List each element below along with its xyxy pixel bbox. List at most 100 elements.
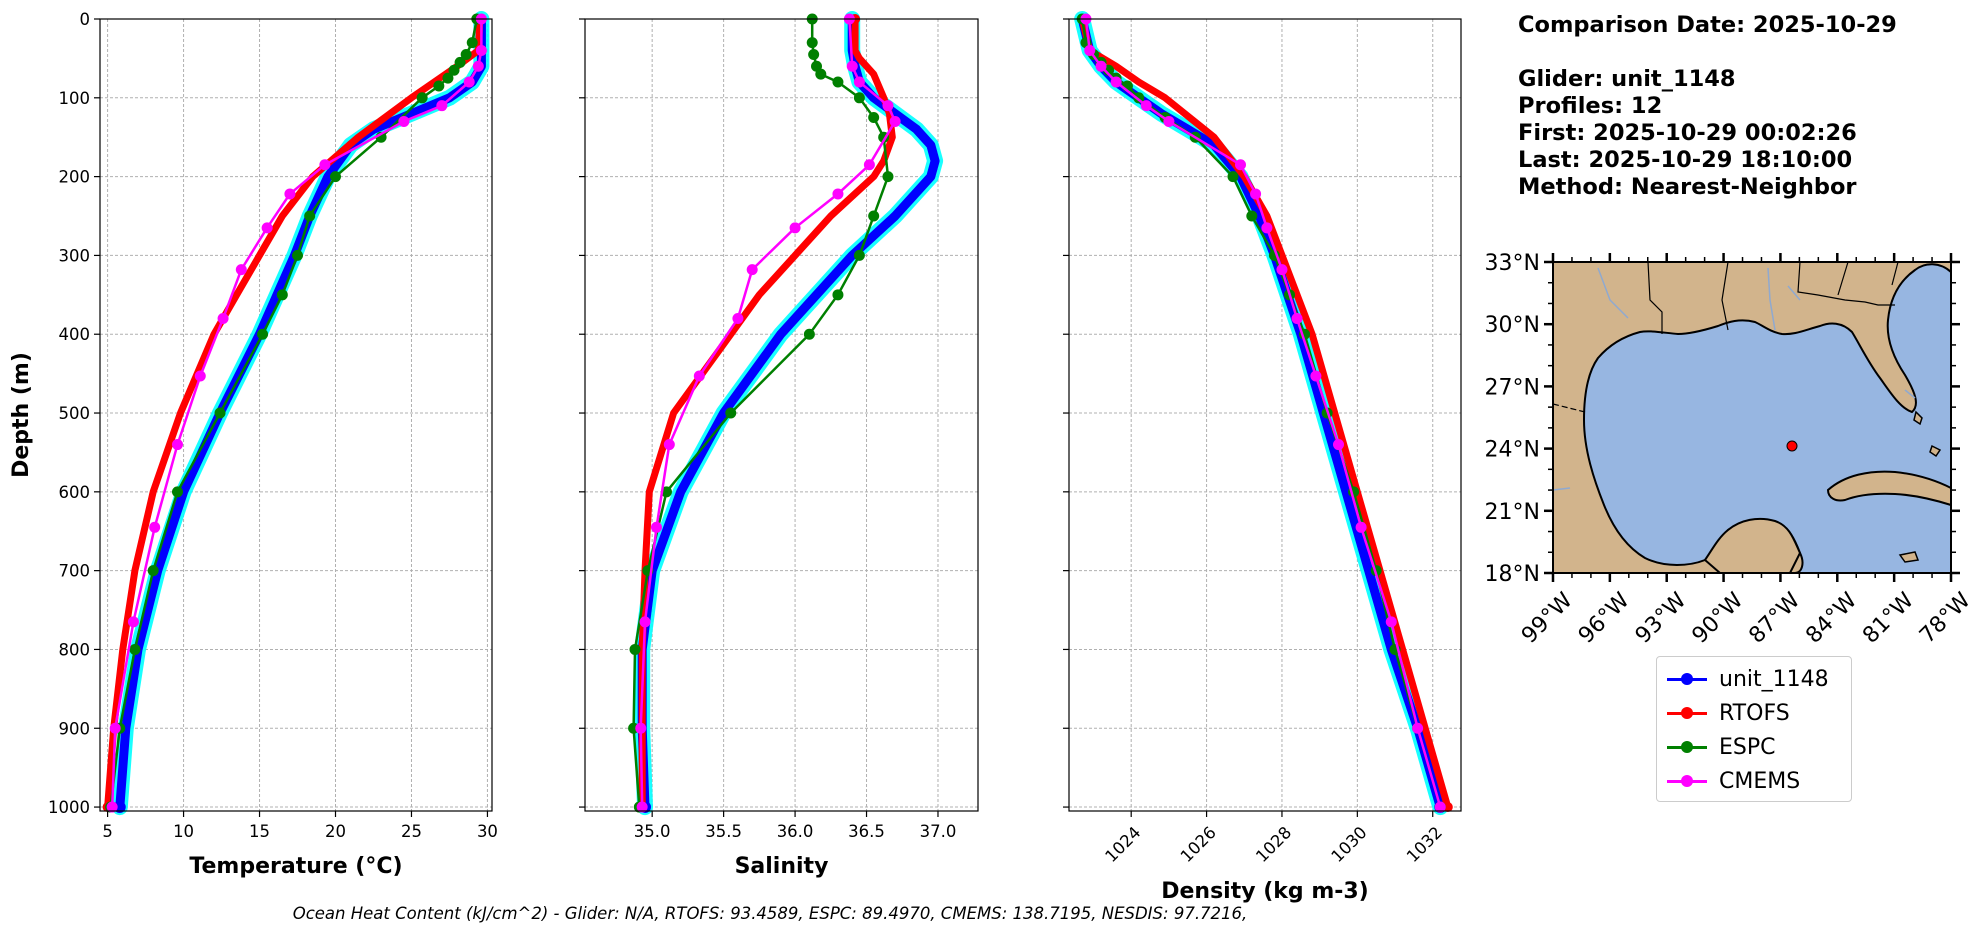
x-axis-label: Density (kg m-3) bbox=[1161, 879, 1369, 904]
y-tick-label: 1000 bbox=[48, 798, 90, 817]
x-tick-label: 25 bbox=[401, 822, 422, 841]
data-point-espc bbox=[466, 37, 478, 49]
data-point-espc bbox=[1227, 171, 1239, 183]
map-lon-label: 96°W bbox=[1574, 588, 1635, 649]
x-tick-label: 36.0 bbox=[777, 822, 814, 841]
data-point-cmems bbox=[127, 616, 139, 628]
data-point-espc bbox=[433, 80, 445, 92]
data-point-cmems bbox=[882, 100, 894, 112]
data-point-cmems bbox=[1310, 370, 1322, 382]
x-tick-label: 1026 bbox=[1177, 823, 1220, 866]
data-point-cmems bbox=[1355, 521, 1367, 533]
series-line-rtofs bbox=[1078, 18, 1452, 809]
data-point-cmems bbox=[832, 188, 844, 200]
legend-item-unit-1148: unit_1148 bbox=[1667, 663, 1829, 695]
legend: unit_1148 RTOFS ESPC CMEMS bbox=[1656, 656, 1852, 802]
y-tick-label: 400 bbox=[59, 325, 91, 344]
data-point-cmems bbox=[106, 801, 118, 813]
data-point-espc bbox=[832, 289, 844, 301]
map-lon-label: 99°W bbox=[1517, 588, 1578, 649]
x-tick-label: 30 bbox=[477, 822, 498, 841]
x-tick-label: 1032 bbox=[1403, 823, 1446, 866]
x-tick-label: 1028 bbox=[1252, 823, 1295, 866]
data-point-cmems bbox=[472, 60, 484, 72]
data-point-espc bbox=[460, 48, 472, 60]
series-line-cmems bbox=[639, 18, 897, 808]
data-point-espc bbox=[214, 407, 226, 419]
y-tick-label: 0 bbox=[80, 10, 91, 29]
y-tick-label: 200 bbox=[59, 168, 91, 187]
map-rivers bbox=[1552, 267, 1916, 491]
x-tick-label: 1030 bbox=[1328, 823, 1371, 866]
legend-label: RTOFS bbox=[1719, 700, 1790, 726]
data-point-espc bbox=[442, 72, 454, 84]
chart-panel-2: 35.0 35.5 36.0 36.5 37.0 Salinity bbox=[579, 11, 979, 879]
data-point-espc bbox=[257, 328, 269, 340]
data-point-cmems bbox=[194, 370, 206, 382]
map-frame bbox=[1552, 261, 1952, 574]
data-point-cmems bbox=[639, 616, 651, 628]
data-point-cmems bbox=[1110, 76, 1122, 88]
location-map: 33°N 30°N 27°N 24°N 21°N 18°N99°W96°W93°W90°W… bbox=[1485, 251, 1976, 649]
data-point-cmems bbox=[171, 439, 183, 451]
map-lat-label: 21°N bbox=[1485, 500, 1540, 525]
data-point-cmems bbox=[1333, 439, 1344, 451]
data-point-rtofs bbox=[1442, 802, 1453, 813]
data-point-espc bbox=[330, 171, 342, 183]
map-lat-label: 24°N bbox=[1485, 438, 1540, 463]
data-point-cmems bbox=[398, 115, 410, 127]
data-point-espc bbox=[416, 92, 428, 104]
data-point-cmems bbox=[863, 159, 875, 171]
data-point-cmems bbox=[889, 115, 901, 127]
profile-count: Profiles: 12 bbox=[1518, 93, 1663, 119]
map-lon-label: 81°W bbox=[1858, 588, 1919, 649]
data-point-espc bbox=[1246, 210, 1258, 222]
data-point-cmems bbox=[1095, 60, 1107, 72]
data-point-cmems bbox=[149, 521, 161, 533]
data-point-cmems bbox=[693, 370, 705, 382]
data-point-espc bbox=[276, 289, 288, 301]
x-tick-label: 10 bbox=[173, 822, 194, 841]
data-point-cmems bbox=[319, 159, 331, 171]
data-point-cmems bbox=[1261, 222, 1273, 234]
data-point-cmems bbox=[1412, 722, 1424, 734]
map-lon-label: 78°W bbox=[1915, 588, 1976, 649]
y-tick-label: 700 bbox=[59, 562, 91, 581]
map-lon-label: 84°W bbox=[1801, 588, 1862, 649]
data-point-espc bbox=[454, 56, 466, 68]
data-point-espc bbox=[868, 112, 880, 124]
data-point-espc bbox=[803, 328, 815, 340]
x-axis-label: Temperature (°C) bbox=[189, 854, 402, 879]
data-point-cmems bbox=[109, 722, 121, 734]
map-lat-label: 27°N bbox=[1485, 375, 1540, 400]
map-borders bbox=[1552, 261, 1899, 413]
axes-frame bbox=[1068, 18, 1462, 812]
y-tick-label: 800 bbox=[59, 640, 91, 659]
legend-item-cmems: CMEMS bbox=[1667, 765, 1800, 797]
map-lat-label: 18°N bbox=[1485, 562, 1540, 587]
data-point-espc bbox=[304, 210, 316, 222]
data-point-cmems bbox=[1276, 264, 1288, 276]
data-point-espc bbox=[629, 643, 641, 655]
y-tick-label: 600 bbox=[59, 483, 91, 502]
data-point-cmems bbox=[663, 439, 675, 451]
data-point-cmems bbox=[1434, 801, 1446, 813]
axes-frame bbox=[584, 18, 979, 812]
data-point-espc bbox=[853, 92, 865, 104]
x-tick-label: 1024 bbox=[1101, 823, 1144, 866]
ocean-heat-content-footer: Ocean Heat Content (kJ/cm^2) - Glider: N… bbox=[292, 904, 1248, 923]
glider-name: Glider: unit_1148 bbox=[1518, 66, 1736, 92]
x-tick-label: 5 bbox=[102, 822, 113, 841]
x-tick-label: 20 bbox=[325, 822, 346, 841]
y-tick-label: 300 bbox=[59, 246, 91, 265]
data-point-espc bbox=[292, 249, 304, 261]
map-lat-label: 33°N bbox=[1485, 251, 1540, 276]
data-point-espc bbox=[725, 407, 737, 419]
data-point-cmems bbox=[1163, 115, 1175, 127]
x-tick-label: 35.5 bbox=[705, 822, 742, 841]
last-profile-time: Last: 2025-10-29 18:10:00 bbox=[1518, 147, 1853, 173]
data-point-cmems bbox=[1235, 159, 1246, 171]
data-point-cmems bbox=[746, 264, 758, 276]
data-point-cmems bbox=[789, 222, 801, 234]
